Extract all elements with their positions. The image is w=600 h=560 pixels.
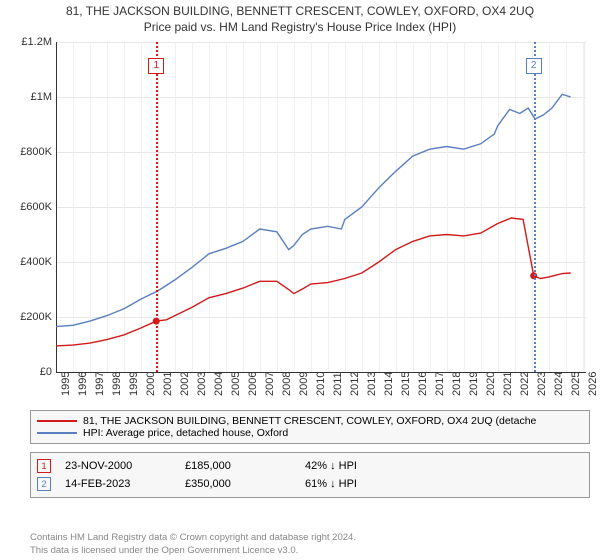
footnote-row: 2 14-FEB-2023£350,00061% ↓ HPI <box>37 475 589 493</box>
title-address: 81, THE JACKSON BUILDING, BENNETT CRESCE… <box>0 0 600 18</box>
footnote-pct: 42% ↓ HPI <box>305 460 425 472</box>
footnote-date: 23-NOV-2000 <box>65 460 185 472</box>
legend-label: HPI: Average price, detached house, Oxfo… <box>83 427 288 439</box>
x-tick-label: 1997 <box>94 372 106 396</box>
x-tick-label: 2008 <box>281 372 293 396</box>
x-tick-label: 2006 <box>247 372 259 396</box>
x-tick-label: 2026 <box>587 372 599 396</box>
footnote-price: £350,000 <box>185 478 305 490</box>
x-tick-label: 1998 <box>111 372 123 396</box>
license-text: Contains HM Land Registry data © Crown c… <box>30 528 590 560</box>
footnote-marker: 1 <box>37 459 51 473</box>
x-tick-label: 2024 <box>553 372 565 396</box>
legend-swatch <box>37 432 77 434</box>
legend: 81, THE JACKSON BUILDING, BENNETT CRESCE… <box>30 410 590 444</box>
footnote-table: 1 23-NOV-2000£185,00042% ↓ HPI 2 14-FEB-202… <box>30 452 590 498</box>
x-tick-label: 2020 <box>485 372 497 396</box>
x-tick-label: 1996 <box>77 372 89 396</box>
x-tick-label: 1995 <box>60 372 72 396</box>
legend-row: 81, THE JACKSON BUILDING, BENNETT CRESCE… <box>37 415 583 427</box>
x-tick-label: 2025 <box>570 372 582 396</box>
marker-box-1: 1 <box>148 58 164 74</box>
x-tick-label: 2018 <box>451 372 463 396</box>
x-tick-label: 2015 <box>400 372 412 396</box>
x-tick-label: 2023 <box>536 372 548 396</box>
x-tick-label: 2019 <box>468 372 480 396</box>
legend-label: 81, THE JACKSON BUILDING, BENNETT CRESCE… <box>83 415 536 427</box>
x-tick-label: 2011 <box>332 372 344 396</box>
x-tick-label: 1999 <box>128 372 140 396</box>
series-property <box>56 218 571 346</box>
footnote-pct: 61% ↓ HPI <box>305 478 425 490</box>
y-tick-label: £1M <box>2 91 52 103</box>
footnote-row: 1 23-NOV-2000£185,00042% ↓ HPI <box>37 457 589 475</box>
x-tick-label: 2016 <box>417 372 429 396</box>
x-tick-label: 2005 <box>230 372 242 396</box>
legend-swatch <box>37 420 77 422</box>
plot-area: £0£200K£400K£600K£800K£1M£1.2M1995199619… <box>56 42 586 372</box>
x-tick-label: 2000 <box>145 372 157 396</box>
x-tick-label: 2004 <box>213 372 225 396</box>
y-tick-label: £400K <box>2 256 52 268</box>
license-line-2: This data is licensed under the Open Gov… <box>30 545 590 558</box>
footnote-price: £185,000 <box>185 460 305 472</box>
chart-container: 81, THE JACKSON BUILDING, BENNETT CRESCE… <box>0 0 600 560</box>
x-tick-label: 2007 <box>264 372 276 396</box>
y-tick-label: £0 <box>2 366 52 378</box>
axis-bottom <box>56 372 586 373</box>
y-tick-label: £200K <box>2 311 52 323</box>
x-tick-label: 2001 <box>162 372 174 396</box>
x-tick-label: 2003 <box>196 372 208 396</box>
x-tick-label: 2013 <box>366 372 378 396</box>
legend-row: HPI: Average price, detached house, Oxfo… <box>37 427 583 439</box>
marker-line-2 <box>534 42 536 372</box>
x-tick-label: 2022 <box>519 372 531 396</box>
marker-line-1 <box>156 42 158 372</box>
series-hpi <box>56 94 571 326</box>
marker-box-2: 2 <box>526 58 542 74</box>
title-subtitle: Price paid vs. HM Land Registry's House … <box>0 18 600 34</box>
y-tick-label: £800K <box>2 146 52 158</box>
x-tick-label: 2009 <box>298 372 310 396</box>
x-tick-label: 2014 <box>383 372 395 396</box>
x-tick-label: 2010 <box>315 372 327 396</box>
license-line-1: Contains HM Land Registry data © Crown c… <box>30 532 590 545</box>
x-tick-label: 2021 <box>502 372 514 396</box>
footnote-marker: 2 <box>37 477 51 491</box>
x-tick-label: 2002 <box>179 372 191 396</box>
y-tick-label: £600K <box>2 201 52 213</box>
x-tick-label: 2017 <box>434 372 446 396</box>
x-tick-label: 2012 <box>349 372 361 396</box>
footnote-date: 14-FEB-2023 <box>65 478 185 490</box>
y-tick-label: £1.2M <box>2 36 52 48</box>
series-svg <box>56 42 586 372</box>
